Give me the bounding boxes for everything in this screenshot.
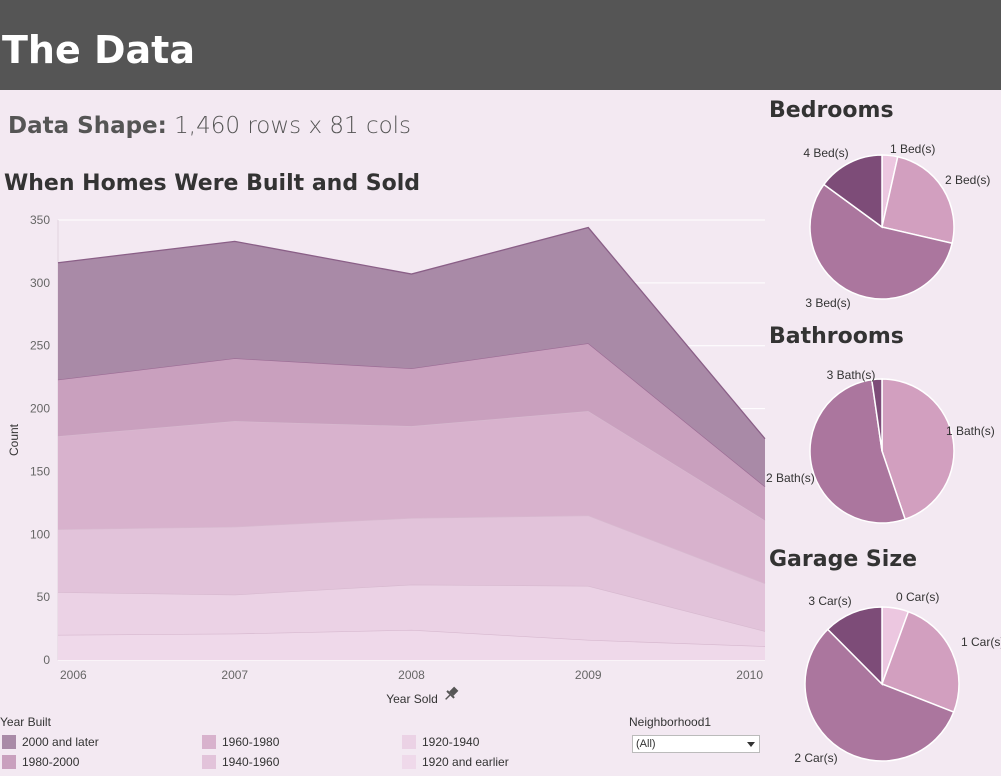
pie-label: 3 Bath(s) <box>827 368 876 382</box>
legend-item[interactable]: 1980-2000 <box>2 755 79 769</box>
legend-label: 1980-2000 <box>22 755 80 769</box>
y-tick-label: 50 <box>37 590 51 604</box>
pie-label: 2 Bed(s) <box>945 173 990 187</box>
pie-label: 0 Car(s) <box>896 590 939 604</box>
legend-label: 1920-1940 <box>422 735 480 749</box>
garage-pie: 0 Car(s) 1 Car(s) 2 Car(s) 3 Car(s) <box>794 590 1001 765</box>
legend-swatch <box>402 735 416 749</box>
data-shape: Data Shape: 1,460 rows x 81 cols <box>8 113 411 139</box>
x-axis-label: Year Sold <box>386 692 438 706</box>
area-series-line-5 <box>57 226 766 440</box>
x-tick-label: 2008 <box>398 668 425 682</box>
legend-label: 2000 and later <box>22 735 99 749</box>
pie-slice[interactable] <box>809 183 954 300</box>
legend-item[interactable]: 1920-1940 <box>402 735 479 749</box>
y-tick-label: 100 <box>30 527 50 541</box>
pie-label: 1 Car(s) <box>961 635 1001 649</box>
legend-swatch <box>202 755 216 769</box>
area-series-0[interactable] <box>58 629 765 660</box>
area-chart-title: When Homes Were Built and Sold <box>4 171 420 196</box>
legend-item[interactable]: 2000 and later <box>2 735 99 749</box>
area-chart: 0 50 100 150 200 250 300 350 2006 2007 2008 2009 201… <box>7 213 766 706</box>
legend-label: 1940-1960 <box>222 755 280 769</box>
pie-slice[interactable] <box>870 378 883 452</box>
legend-item[interactable]: 1940-1960 <box>202 755 279 769</box>
neighborhood-dropdown[interactable]: (All) <box>632 735 760 753</box>
area-series-5[interactable] <box>58 227 765 487</box>
bedrooms-title: Bedrooms <box>769 98 894 123</box>
legend-label: 1920 and earlier <box>422 755 509 769</box>
area-series-3[interactable] <box>58 411 765 584</box>
garage-title: Garage Size <box>769 547 918 572</box>
x-tick-label: 2009 <box>575 668 602 682</box>
pie-slice[interactable] <box>809 378 907 524</box>
page-title: The Data <box>2 28 195 72</box>
pie-label: 4 Bed(s) <box>803 146 848 160</box>
legend-swatch <box>202 735 216 749</box>
pie-slice[interactable] <box>881 155 955 245</box>
bedrooms-pie: 1 Bed(s) 2 Bed(s) 3 Bed(s) 4 Bed(s) <box>803 142 990 310</box>
pie-label: 2 Bath(s) <box>766 471 815 485</box>
x-tick-label: 2006 <box>60 668 87 682</box>
pie-label: 3 Bed(s) <box>805 296 850 310</box>
x-tick-label: 2010 <box>736 668 763 682</box>
legend-label: 1960-1980 <box>222 735 280 749</box>
pie-label: 3 Car(s) <box>808 594 851 608</box>
neighborhood-filter-label: Neighborhood1 <box>629 715 712 729</box>
data-shape-label: Data Shape: <box>8 113 167 139</box>
neighborhood-selected: (All) <box>636 738 656 750</box>
pie-label: 1 Bath(s) <box>946 424 995 438</box>
pie-slice[interactable] <box>881 378 955 521</box>
legend-item[interactable]: 1960-1980 <box>202 735 279 749</box>
bathrooms-title: Bathrooms <box>769 324 904 349</box>
pie-slice[interactable] <box>804 628 955 762</box>
data-shape-value: 1,460 rows x 81 cols <box>174 113 412 139</box>
area-series-line-2 <box>57 514 766 584</box>
header-bar: The Data <box>0 0 1001 90</box>
y-tick-label: 200 <box>30 402 50 416</box>
legend-item[interactable]: 1920 and earlier <box>402 755 509 769</box>
y-tick-label: 0 <box>43 653 50 667</box>
area-series-1[interactable] <box>58 584 765 647</box>
y-tick-label: 150 <box>30 464 50 478</box>
legend-title: Year Built <box>0 715 51 729</box>
y-axis-label: Count <box>7 423 21 456</box>
area-series-2[interactable] <box>58 515 765 632</box>
pin-icon[interactable] <box>442 685 460 703</box>
bathrooms-pie: 1 Bath(s) 2 Bath(s) 3 Bath(s) <box>766 368 995 524</box>
pie-slice[interactable] <box>881 610 960 713</box>
pie-slice[interactable] <box>822 154 883 229</box>
y-tick-label: 300 <box>30 276 50 290</box>
y-tick-label: 350 <box>30 213 50 227</box>
y-tick-label: 250 <box>30 339 50 353</box>
legend-swatch <box>2 735 16 749</box>
pie-slice[interactable] <box>826 606 883 686</box>
chevron-down-icon[interactable] <box>747 742 755 747</box>
legend-swatch <box>2 755 16 769</box>
legend-swatch <box>402 755 416 769</box>
pie-label: 1 Bed(s) <box>890 142 935 156</box>
area-series-4[interactable] <box>58 343 765 521</box>
pie-label: 2 Car(s) <box>794 751 837 765</box>
x-tick-label: 2007 <box>221 668 248 682</box>
